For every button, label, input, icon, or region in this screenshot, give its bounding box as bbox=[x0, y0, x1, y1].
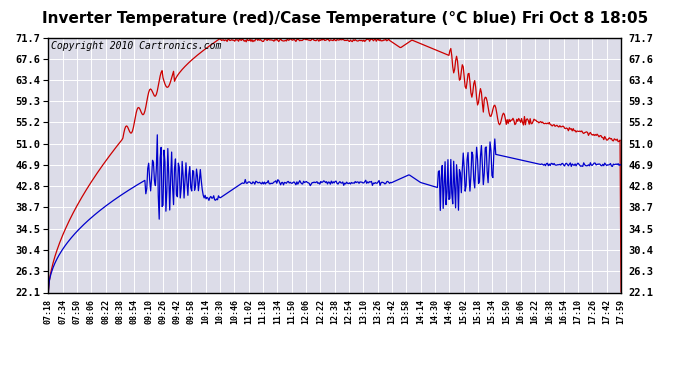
Text: Copyright 2010 Cartronics.com: Copyright 2010 Cartronics.com bbox=[51, 41, 221, 51]
Text: Inverter Temperature (red)/Case Temperature (°C blue) Fri Oct 8 18:05: Inverter Temperature (red)/Case Temperat… bbox=[42, 11, 648, 26]
